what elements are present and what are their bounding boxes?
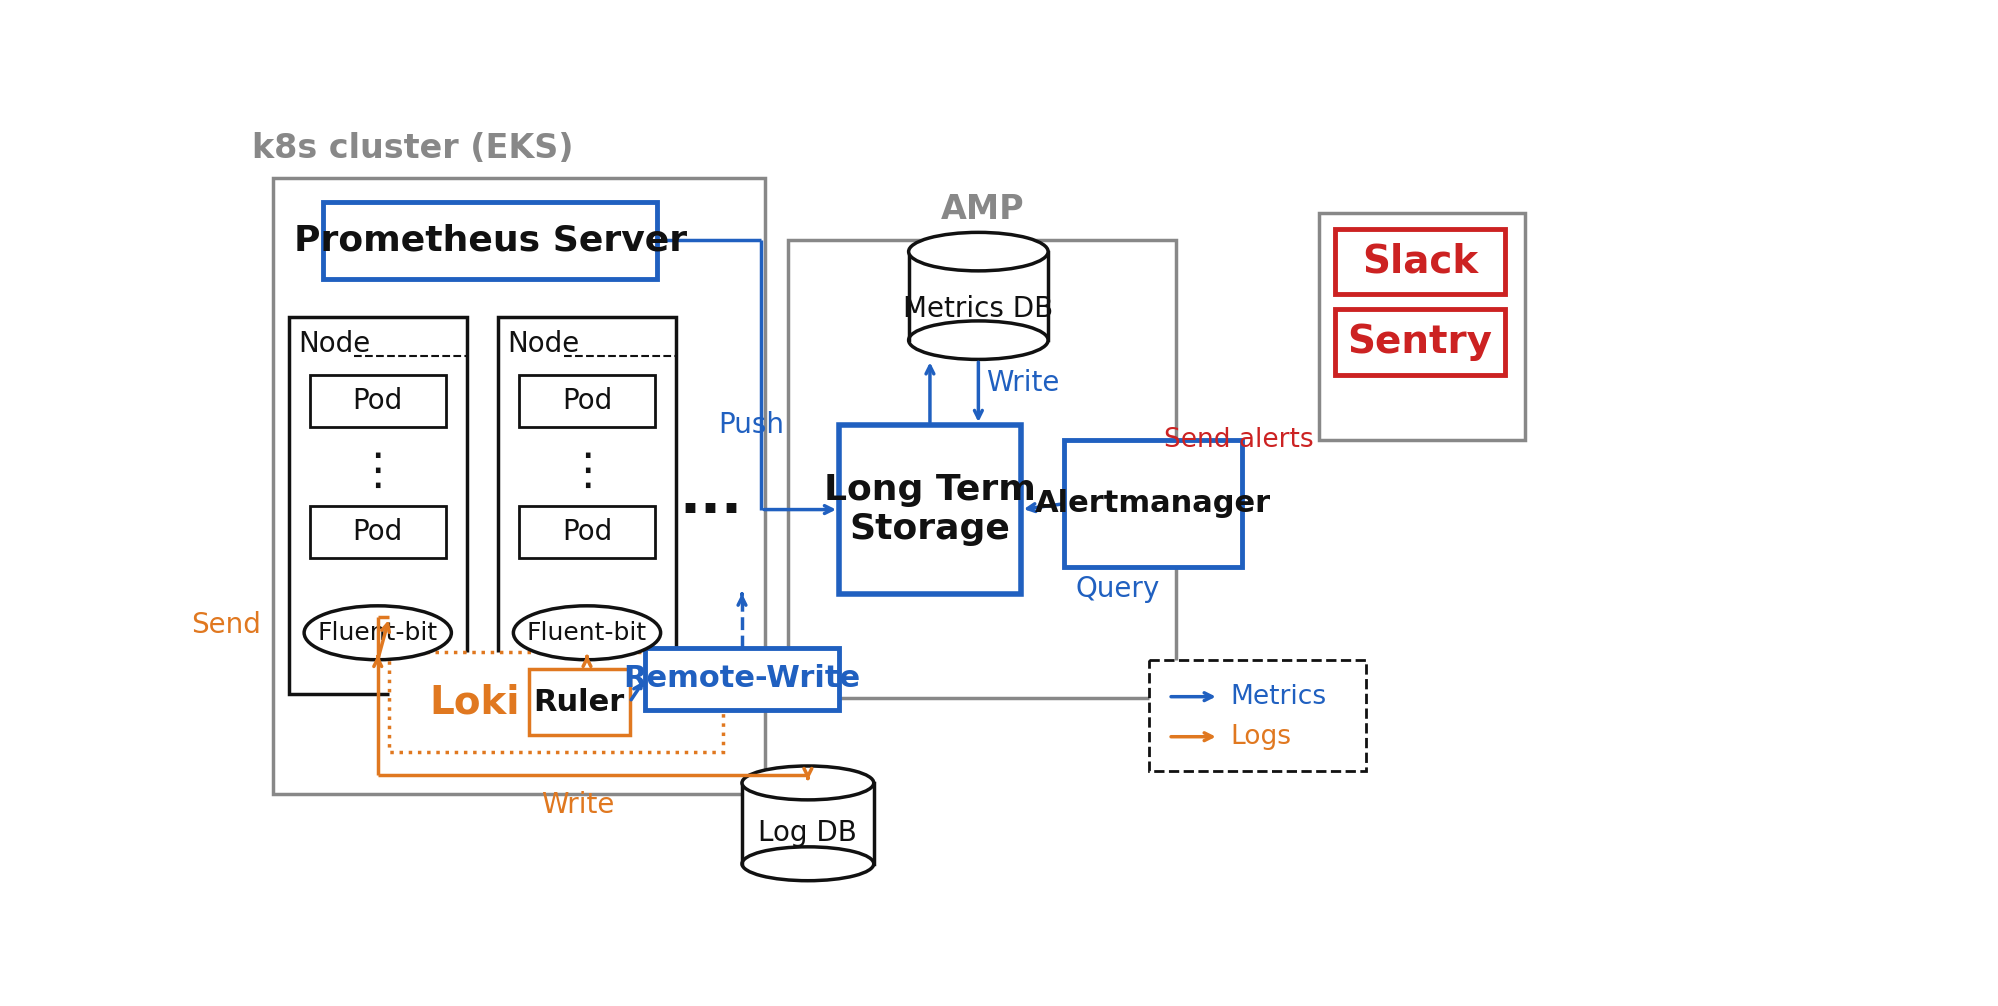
Text: Loki: Loki <box>430 683 519 721</box>
Text: Write: Write <box>985 368 1059 396</box>
Text: Long Term
Storage: Long Term Storage <box>823 473 1035 546</box>
Text: Query: Query <box>1075 574 1159 603</box>
FancyBboxPatch shape <box>741 783 873 864</box>
Text: Alertmanager: Alertmanager <box>1035 489 1271 518</box>
Ellipse shape <box>909 321 1047 359</box>
FancyBboxPatch shape <box>909 252 1047 340</box>
Text: Metrics: Metrics <box>1229 684 1327 709</box>
Text: Sentry: Sentry <box>1347 323 1493 361</box>
Text: Write: Write <box>539 791 613 819</box>
FancyBboxPatch shape <box>310 375 446 428</box>
Text: Node: Node <box>507 330 579 358</box>
Text: Pod: Pod <box>352 387 404 415</box>
FancyBboxPatch shape <box>787 240 1175 698</box>
FancyBboxPatch shape <box>1335 228 1504 294</box>
FancyBboxPatch shape <box>1063 441 1241 567</box>
Text: Fluent-bit: Fluent-bit <box>318 621 438 645</box>
Text: ...: ... <box>679 471 741 525</box>
FancyBboxPatch shape <box>390 652 721 752</box>
FancyBboxPatch shape <box>1335 310 1504 375</box>
Text: Pod: Pod <box>352 518 404 546</box>
FancyBboxPatch shape <box>288 317 468 694</box>
Ellipse shape <box>909 232 1047 271</box>
FancyBboxPatch shape <box>324 201 657 279</box>
FancyBboxPatch shape <box>274 178 765 795</box>
Ellipse shape <box>304 606 452 660</box>
Text: Prometheus Server: Prometheus Server <box>294 223 687 258</box>
FancyBboxPatch shape <box>645 648 839 710</box>
Text: Push: Push <box>719 410 785 439</box>
Text: ⋮: ⋮ <box>565 450 609 493</box>
Text: Remote-Write: Remote-Write <box>623 665 859 693</box>
Text: Send: Send <box>192 611 262 639</box>
Text: Log DB: Log DB <box>757 819 857 847</box>
Ellipse shape <box>513 606 659 660</box>
FancyBboxPatch shape <box>1149 660 1365 772</box>
Ellipse shape <box>741 766 873 800</box>
FancyBboxPatch shape <box>1319 213 1524 441</box>
FancyBboxPatch shape <box>839 425 1021 595</box>
Text: Fluent-bit: Fluent-bit <box>527 621 647 645</box>
FancyBboxPatch shape <box>519 506 655 558</box>
Text: Send alerts: Send alerts <box>1163 428 1313 454</box>
Text: AMP: AMP <box>939 193 1023 226</box>
Text: Logs: Logs <box>1229 723 1291 749</box>
Text: Pod: Pod <box>561 387 611 415</box>
Text: ⋮: ⋮ <box>356 450 400 493</box>
Text: Node: Node <box>298 330 370 358</box>
Text: Ruler: Ruler <box>533 687 625 716</box>
Ellipse shape <box>741 847 873 880</box>
FancyBboxPatch shape <box>498 317 675 694</box>
FancyBboxPatch shape <box>310 506 446 558</box>
Text: Metrics DB: Metrics DB <box>903 296 1053 323</box>
Text: k8s cluster (EKS): k8s cluster (EKS) <box>252 132 573 165</box>
FancyBboxPatch shape <box>529 669 629 735</box>
Text: Slack: Slack <box>1361 242 1477 281</box>
Text: Pod: Pod <box>561 518 611 546</box>
FancyBboxPatch shape <box>519 375 655 428</box>
